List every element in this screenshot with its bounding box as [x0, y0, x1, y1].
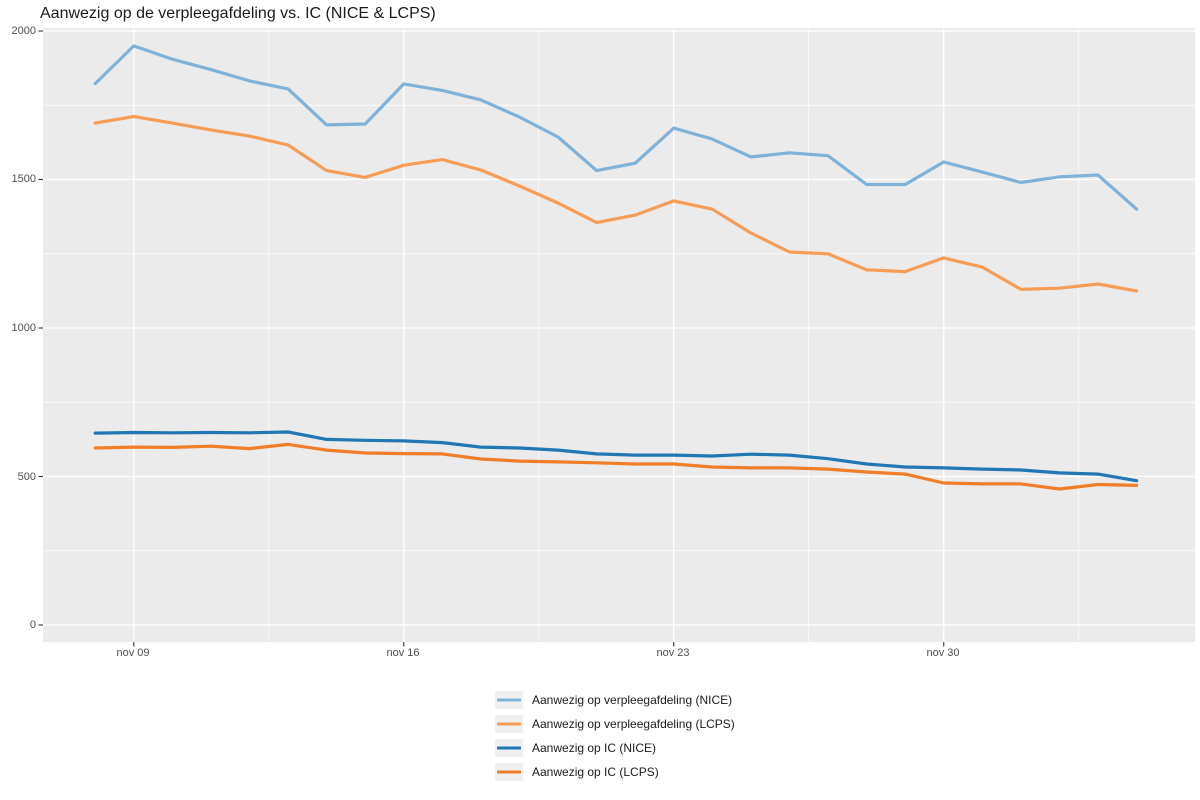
legend-key-swatch	[495, 715, 523, 733]
legend-item: Aanwezig op IC (NICE)	[495, 736, 735, 760]
x-axis-tick-label: nov 30	[926, 647, 960, 659]
legend-item-label: Aanwezig op verpleegafdeling (LCPS)	[532, 717, 735, 731]
plot-panel	[43, 28, 1195, 642]
legend-item-label: Aanwezig op IC (LCPS)	[532, 765, 659, 779]
series-line-1	[93, 114, 1139, 293]
y-axis-tick-label: 2000	[11, 25, 36, 37]
legend-key-swatch	[495, 739, 523, 757]
series-line-2	[93, 430, 1139, 483]
series-line-0	[93, 44, 1139, 211]
y-axis-tick-label: 500	[17, 471, 36, 483]
y-axis-tick-label: 1000	[11, 322, 36, 334]
legend-key-swatch	[495, 691, 523, 709]
legend-item: Aanwezig op verpleegafdeling (LCPS)	[495, 712, 735, 736]
legend-item-label: Aanwezig op verpleegafdeling (NICE)	[532, 693, 733, 707]
y-axis-tick-label: 1500	[11, 173, 36, 185]
legend: Aanwezig op verpleegafdeling (NICE) Aanw…	[495, 688, 735, 784]
x-axis-tick-label: nov 16	[386, 647, 420, 659]
chart-title: Aanwezig op de verpleegafdeling vs. IC (…	[40, 5, 436, 22]
legend-key-swatch	[495, 763, 523, 781]
x-axis-tick-label: nov 09	[116, 647, 150, 659]
series-line-3	[93, 442, 1139, 491]
legend-item-label: Aanwezig op IC (NICE)	[532, 741, 657, 755]
x-axis-tick-label: nov 23	[656, 647, 690, 659]
legend-item: Aanwezig op verpleegafdeling (NICE)	[495, 688, 735, 712]
legend-item: Aanwezig op IC (LCPS)	[495, 760, 735, 784]
y-axis-tick-label: 0	[29, 619, 36, 631]
